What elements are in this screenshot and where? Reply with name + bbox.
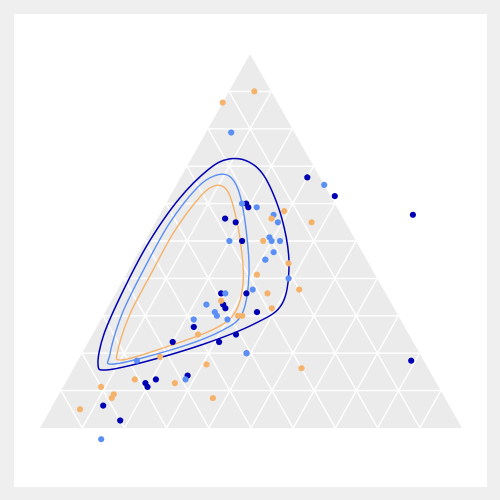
data-point-series-3 bbox=[218, 298, 224, 304]
data-point-series-3 bbox=[195, 331, 201, 337]
data-point-series-2 bbox=[228, 129, 234, 135]
data-point-series-3 bbox=[298, 365, 304, 371]
data-point-series-1 bbox=[410, 212, 416, 218]
data-point-series-2 bbox=[275, 219, 281, 225]
data-point-series-3 bbox=[98, 384, 104, 390]
data-point-series-3 bbox=[281, 208, 287, 214]
plot-frame bbox=[14, 14, 487, 487]
data-point-series-2 bbox=[222, 290, 228, 296]
data-point-series-2 bbox=[286, 275, 292, 281]
data-point-series-3 bbox=[260, 238, 266, 244]
data-point-series-2 bbox=[254, 204, 260, 210]
data-point-series-2 bbox=[226, 238, 232, 244]
data-point-series-3 bbox=[203, 361, 209, 367]
data-point-series-3 bbox=[157, 354, 163, 360]
data-point-series-1 bbox=[153, 376, 159, 382]
data-point-series-1 bbox=[216, 339, 222, 345]
data-point-series-3 bbox=[239, 313, 245, 319]
ternary-chart bbox=[14, 14, 487, 487]
data-point-series-3 bbox=[109, 395, 115, 401]
data-point-series-1 bbox=[304, 174, 310, 180]
data-point-series-3 bbox=[210, 395, 216, 401]
data-point-series-3 bbox=[172, 380, 178, 386]
data-point-series-1 bbox=[191, 324, 197, 330]
data-point-series-1 bbox=[332, 193, 338, 199]
data-point-series-3 bbox=[285, 260, 291, 266]
data-point-series-1 bbox=[408, 358, 414, 364]
data-point-series-3 bbox=[132, 376, 138, 382]
data-point-series-2 bbox=[134, 358, 140, 364]
data-point-series-2 bbox=[271, 249, 277, 255]
data-point-series-2 bbox=[214, 313, 220, 319]
data-point-series-2 bbox=[321, 182, 327, 188]
data-point-series-2 bbox=[269, 238, 275, 244]
data-point-series-2 bbox=[244, 350, 250, 356]
data-point-series-3 bbox=[268, 216, 274, 222]
data-point-series-3 bbox=[296, 287, 302, 293]
data-point-series-3 bbox=[251, 88, 257, 94]
data-point-series-1 bbox=[170, 339, 176, 345]
data-point-series-2 bbox=[224, 316, 230, 322]
data-point-series-3 bbox=[269, 305, 275, 311]
data-point-series-3 bbox=[77, 406, 83, 412]
data-point-series-2 bbox=[203, 302, 209, 308]
data-point-series-3 bbox=[254, 272, 260, 278]
data-point-series-3 bbox=[220, 100, 226, 106]
data-point-series-3 bbox=[264, 290, 270, 296]
data-point-series-2 bbox=[182, 376, 188, 382]
data-point-series-2 bbox=[191, 316, 197, 322]
data-point-series-1 bbox=[233, 331, 239, 337]
data-point-series-1 bbox=[117, 417, 123, 423]
data-point-series-1 bbox=[243, 290, 249, 296]
data-point-series-2 bbox=[239, 201, 245, 207]
data-point-series-1 bbox=[239, 238, 245, 244]
data-point-series-3 bbox=[309, 219, 315, 225]
data-point-series-1 bbox=[254, 309, 260, 315]
data-point-series-1 bbox=[233, 219, 239, 225]
data-point-series-1 bbox=[222, 216, 228, 222]
data-point-series-1 bbox=[100, 403, 106, 409]
data-point-series-2 bbox=[262, 257, 268, 263]
data-point-series-2 bbox=[277, 238, 283, 244]
data-point-series-2 bbox=[250, 287, 256, 293]
data-point-series-2 bbox=[98, 436, 104, 442]
data-point-series-1 bbox=[142, 380, 148, 386]
